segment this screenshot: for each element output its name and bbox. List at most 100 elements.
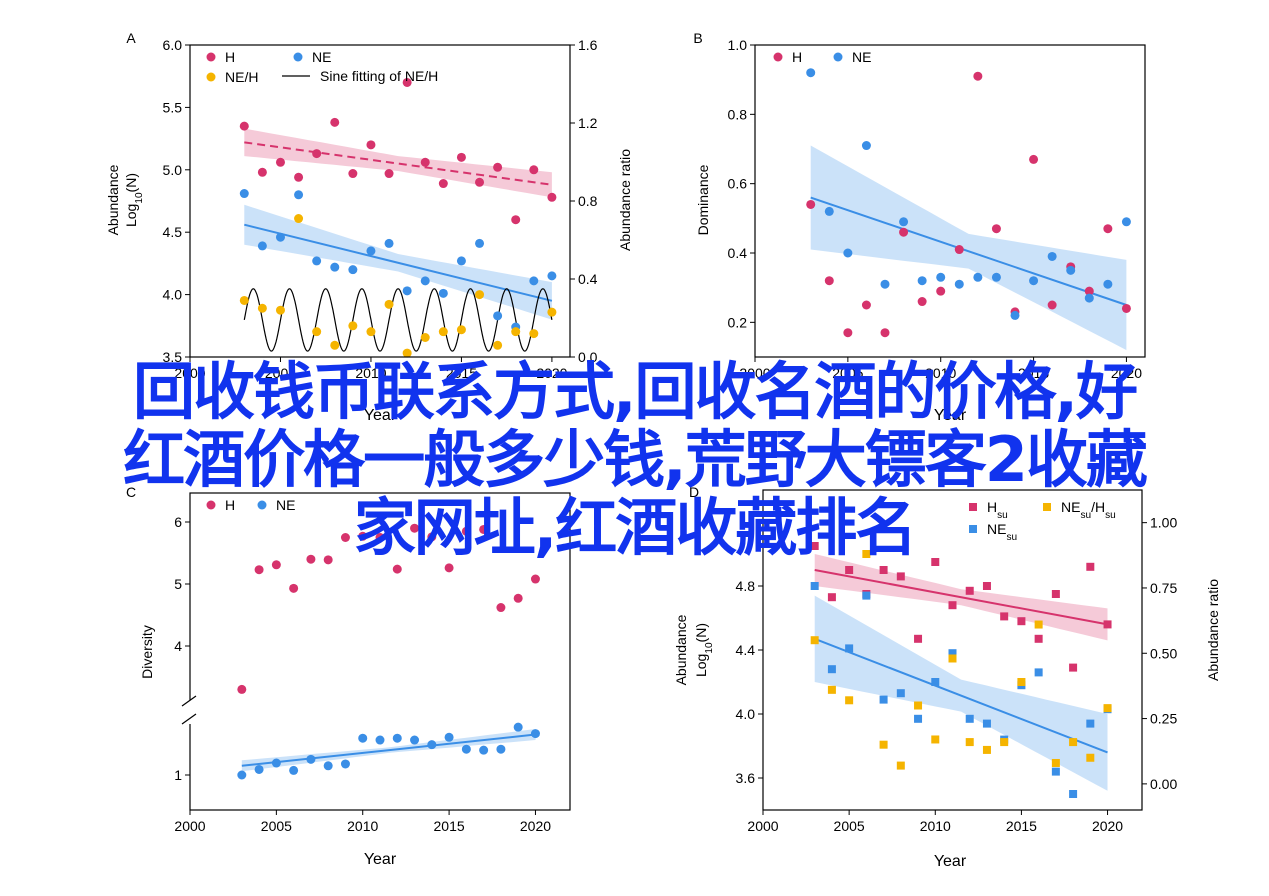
point-ne [384, 238, 394, 248]
point-h [1103, 224, 1113, 234]
point-nesu-hsu [896, 761, 905, 770]
point-ne-h [312, 327, 322, 337]
y-tick-label: 4.0 [163, 287, 183, 303]
point-h [861, 300, 871, 310]
point-nesu [1069, 790, 1078, 798]
point-nesu-hsu [1086, 753, 1095, 762]
point-ne-h [493, 340, 503, 350]
plot-frame [189, 44, 571, 358]
panel-letter: C [126, 484, 136, 500]
point-h [375, 533, 385, 542]
point-h [306, 554, 316, 564]
point-nesu [827, 665, 836, 674]
legend-h-label: H [792, 49, 802, 65]
y-tick-label: 5.0 [163, 162, 183, 178]
legend-nesu-marker [969, 525, 977, 533]
point-nesu-hsu [810, 636, 819, 645]
point-h [257, 167, 267, 177]
point-h [991, 224, 1001, 234]
point-ne [513, 722, 523, 732]
point-ne-h [330, 340, 340, 350]
point-ne [530, 729, 540, 739]
regression-line [810, 196, 1127, 306]
point-ne-h [547, 307, 557, 317]
point-h [384, 169, 394, 179]
point-h [444, 563, 454, 573]
point-h [843, 328, 853, 338]
point-ne [358, 733, 368, 743]
confidence-band [244, 128, 552, 198]
point-h [366, 140, 376, 150]
point-h [323, 555, 333, 565]
point-nesu [914, 714, 923, 723]
point-ne [861, 141, 871, 151]
point-h [529, 165, 539, 175]
legend-nesu-hsu-label: NEsu/Hsu [1061, 499, 1116, 521]
point-ne-h [384, 299, 394, 309]
point-h [1084, 286, 1094, 296]
y-tick-label: 4.8 [736, 578, 756, 594]
point-h [461, 526, 471, 536]
point-ne [444, 732, 454, 742]
panel-b: 2000 2005 2010 2015 2020 0.2 0.4 0.6 0.8 1.0 Domin… [693, 30, 1146, 381]
x-tick-label: 2010 [355, 365, 386, 381]
confidence-band [814, 595, 1108, 791]
legend-ne-marker [833, 52, 843, 62]
point-hsu [1103, 620, 1112, 629]
point-ne [475, 238, 485, 248]
y-tick-label: 3.6 [736, 770, 756, 786]
point-hsu [879, 566, 888, 574]
point-ne-h [239, 295, 249, 305]
point-nesu [931, 678, 940, 686]
point-nesu [965, 714, 974, 723]
point-ne [1029, 276, 1039, 286]
point-ne [843, 248, 853, 258]
point-nesu-hsu [1034, 620, 1043, 629]
regression-line [814, 637, 1108, 754]
y-tick-label: 5.5 [163, 99, 183, 115]
point-ne [402, 286, 412, 296]
point-h [438, 179, 448, 189]
point-h [1121, 303, 1131, 313]
point-ne [1121, 217, 1131, 227]
point-nesu-hsu [982, 745, 991, 754]
y-right-tick-label: 0.50 [1150, 645, 1177, 661]
x-tick-label: 2015 [434, 818, 465, 834]
point-nesu-hsu [931, 735, 940, 744]
y-right-tick-label: 0.00 [1150, 776, 1177, 792]
point-ne [271, 758, 281, 768]
x-tick-label: 2005 [261, 818, 292, 834]
y-tick-label: 1 [174, 767, 182, 783]
point-h [254, 565, 264, 575]
plot-frame [189, 492, 571, 811]
point-ne [899, 217, 909, 227]
point-nesu [1051, 767, 1060, 776]
y-axis-label: Diversity [139, 625, 155, 679]
point-ne [257, 241, 267, 251]
point-ne-h [366, 327, 376, 337]
x-tick-label: 2010 [347, 818, 378, 834]
x-tick-label: 2015 [1018, 365, 1049, 381]
point-h [917, 297, 927, 307]
y-axis-label-line2: Log10(N) [693, 623, 715, 677]
point-ne-h [348, 321, 358, 331]
point-ne [493, 311, 503, 321]
point-hsu [810, 542, 819, 550]
point-ne [375, 735, 385, 745]
x-tick-label: 2010 [920, 818, 951, 834]
point-ne [954, 279, 964, 289]
x-tick-label: 2020 [1111, 365, 1142, 381]
y-tick-label: 0.4 [728, 245, 748, 261]
point-nesu [1086, 719, 1095, 728]
point-ne [366, 246, 376, 256]
point-hsu [1069, 663, 1078, 672]
point-ne [936, 272, 946, 282]
overlay-title-line-2: 红酒价格一般多少钱,荒野大镖客2收藏 [123, 423, 1148, 496]
point-h [1029, 154, 1039, 164]
y-tick-label: 4.5 [163, 224, 183, 240]
point-ne-h [456, 325, 466, 335]
point-ne-h [475, 290, 485, 300]
point-hsu [948, 601, 957, 610]
point-h [530, 574, 540, 584]
point-ne [973, 272, 983, 282]
